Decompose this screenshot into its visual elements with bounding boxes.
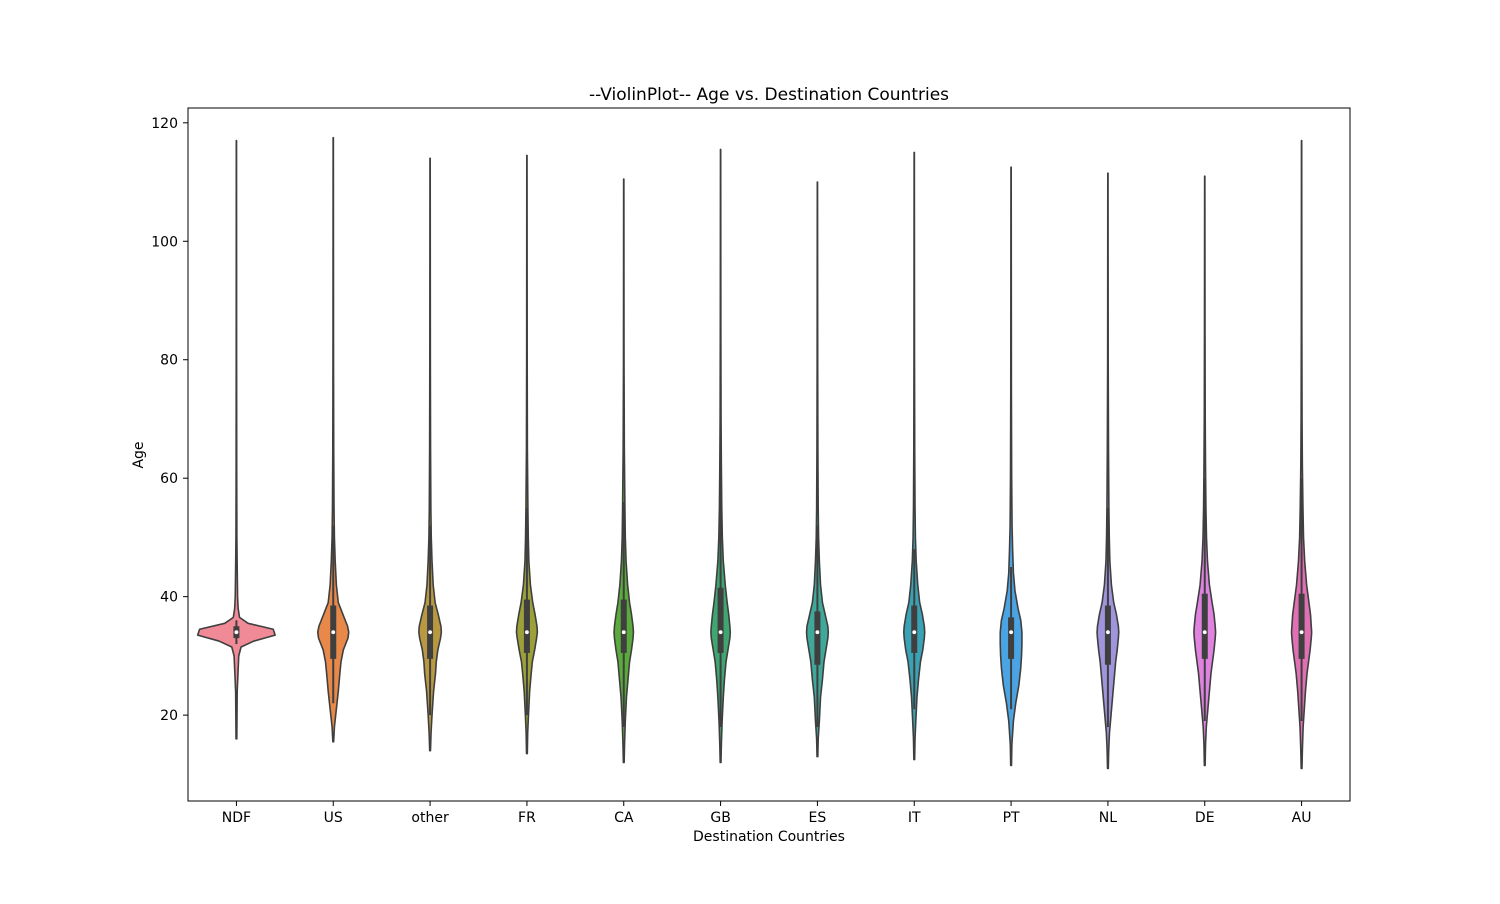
- y-tick-label: 60: [160, 471, 178, 487]
- violin-au: [1290, 139, 1313, 770]
- x-tick-label-other: other: [411, 810, 449, 826]
- y-tick-label: 120: [151, 116, 178, 132]
- median-point-au: [1299, 629, 1305, 635]
- violin-es: [805, 181, 830, 758]
- iqr-box-ca: [620, 599, 627, 653]
- median-point-nl: [1105, 629, 1111, 635]
- violin-pt: [999, 166, 1023, 767]
- median-point-other: [427, 629, 433, 635]
- median-point-es: [814, 629, 820, 635]
- x-tick-label-gb: GB: [710, 810, 730, 826]
- x-tick-label-it: IT: [908, 810, 921, 826]
- x-tick-label-es: ES: [809, 810, 827, 826]
- y-tick-label: 20: [160, 708, 178, 724]
- iqr-box-au: [1298, 593, 1305, 659]
- violin-us: [316, 136, 350, 743]
- y-tick-label: 80: [160, 353, 178, 369]
- x-tick-label-nl: NL: [1099, 810, 1117, 826]
- y-tick-label: 100: [151, 234, 178, 250]
- x-tick-label-de: DE: [1195, 810, 1215, 826]
- y-tick-label: 40: [160, 590, 178, 606]
- plot-area: [196, 136, 1313, 770]
- violin-gb: [710, 148, 732, 764]
- y-axis-label: Age: [131, 441, 147, 468]
- violin-fr: [515, 154, 539, 755]
- x-tick-label-ca: CA: [614, 810, 634, 826]
- x-tick-label-ndf: NDF: [222, 810, 251, 826]
- x-axis-label: Destination Countries: [693, 829, 845, 845]
- violin-de: [1193, 175, 1217, 767]
- violin-ndf: [196, 139, 276, 740]
- iqr-box-pt: [1008, 617, 1015, 659]
- median-point-pt: [1008, 629, 1014, 635]
- x-tick-label-au: AU: [1292, 810, 1312, 826]
- violin-nl: [1096, 172, 1120, 770]
- iqr-box-de: [1201, 593, 1208, 659]
- x-tick-label-pt: PT: [1003, 810, 1020, 826]
- y-axis-ticks: 20 40 60 80 100 120: [151, 116, 188, 724]
- median-point-ca: [621, 629, 627, 635]
- median-point-gb: [718, 629, 724, 635]
- median-point-fr: [524, 629, 530, 635]
- iqr-box-gb: [717, 587, 724, 653]
- iqr-box-fr: [523, 599, 530, 653]
- median-point-ndf: [233, 629, 239, 635]
- median-point-it: [911, 629, 917, 635]
- violin-ca: [613, 178, 635, 764]
- x-tick-label-fr: FR: [518, 810, 536, 826]
- iqr-box-es: [814, 611, 821, 665]
- violin-other: [418, 157, 443, 752]
- chart-title: --ViolinPlot-- Age vs. Destination Count…: [589, 85, 949, 105]
- iqr-box-nl: [1104, 605, 1111, 665]
- violin-it: [902, 151, 926, 761]
- iqr-box-it: [911, 605, 918, 653]
- x-tick-label-us: US: [324, 810, 343, 826]
- x-axis-ticks: NDF US other FR CA GB ES IT PT NL DE AU: [222, 801, 1312, 826]
- axes-frame: [187, 107, 1351, 802]
- median-point-de: [1202, 629, 1208, 635]
- median-point-us: [330, 629, 336, 635]
